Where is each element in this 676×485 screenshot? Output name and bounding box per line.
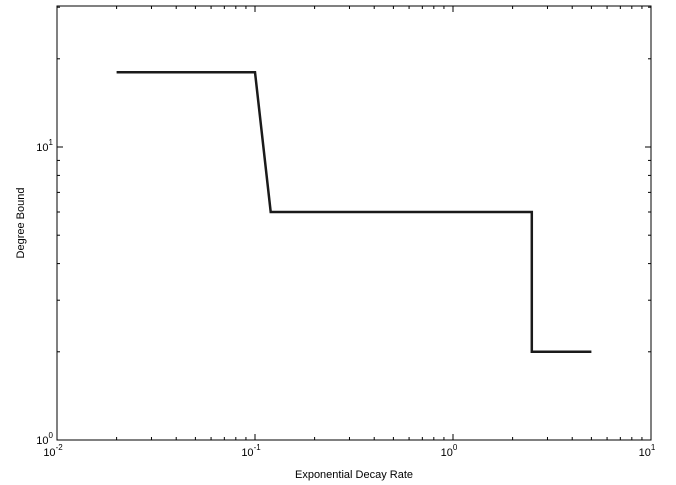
y-axis-label: Degree Bound [15,188,27,259]
y-tick-label: 101 [36,138,53,154]
x-tick-labels: 10-2 10-1 100 101 [43,443,656,459]
plot-frame [56,5,652,441]
plot-area [56,5,652,441]
series-line [116,70,592,354]
series-layer [116,70,592,354]
minor-ticks [57,6,651,440]
x-tick-label: 101 [639,443,656,459]
y-tick-label: 100 [36,431,53,447]
y-tick-labels: 100 101 [36,138,53,447]
x-axis-label: Exponential Decay Rate [295,469,413,481]
x-tick-label: 10-2 [43,443,63,459]
x-tick-label: 10-1 [241,443,261,459]
major-ticks [56,6,652,441]
x-tick-label: 100 [441,443,458,459]
